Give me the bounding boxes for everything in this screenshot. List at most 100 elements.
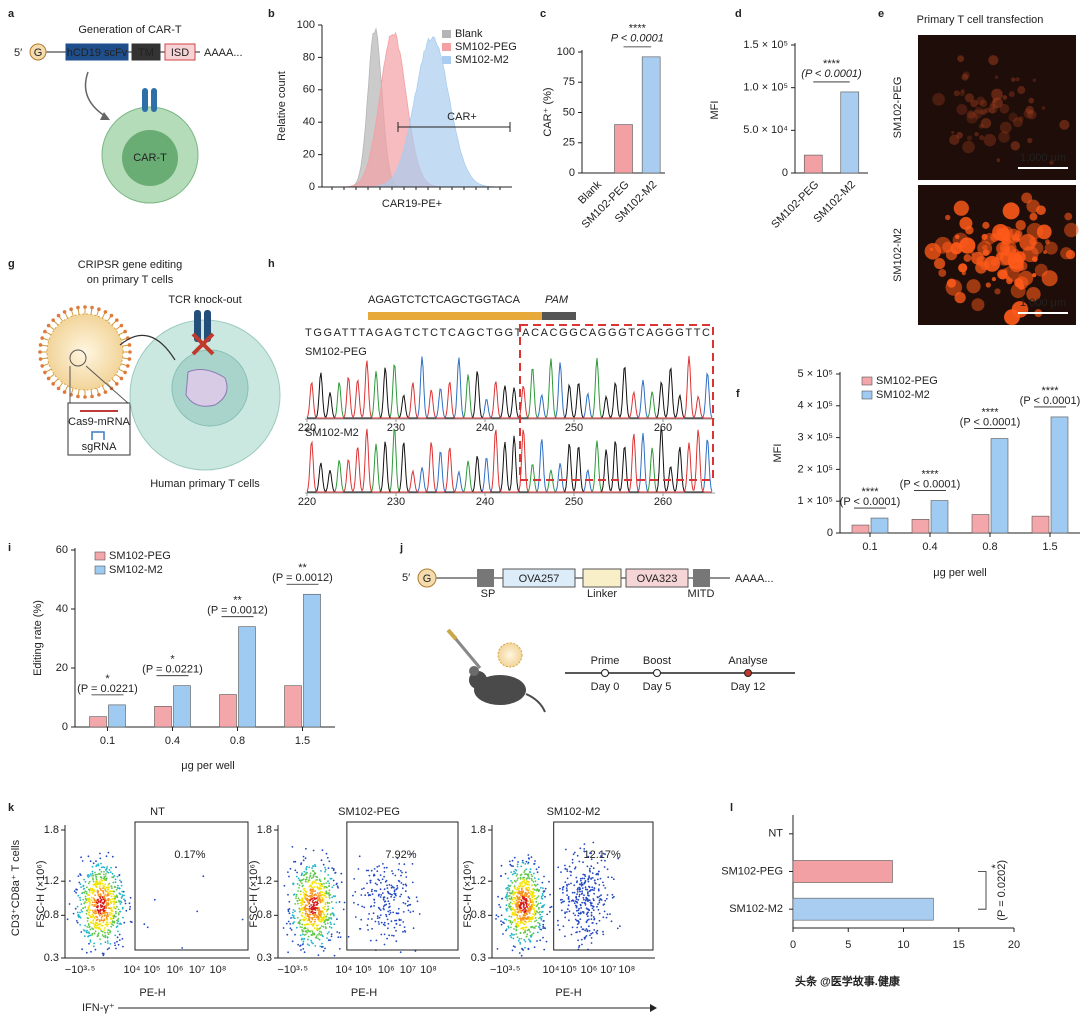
event-dot — [85, 951, 88, 954]
event-dot — [495, 914, 498, 917]
event-dot — [367, 891, 369, 894]
x-tick-label: SM102-PEG — [769, 179, 821, 231]
event-dot — [80, 931, 83, 933]
event-dot — [99, 896, 101, 898]
event-dot — [308, 877, 311, 879]
event-dot — [104, 889, 107, 891]
event-dot — [369, 881, 372, 884]
event-dot — [301, 929, 303, 931]
event-dot — [75, 920, 78, 922]
lipid-tail — [53, 320, 59, 326]
event-dot — [399, 924, 401, 926]
event-dot — [590, 937, 593, 939]
event-dot — [332, 879, 335, 882]
x-tick-label: 10⁸ — [618, 964, 635, 976]
event-dot — [89, 934, 92, 937]
event-dot — [367, 929, 369, 931]
event-dot — [390, 886, 393, 889]
event-dot — [527, 920, 530, 923]
event-dot — [596, 932, 598, 935]
event-dot — [389, 909, 391, 912]
event-dot — [386, 937, 388, 940]
event-dot — [518, 898, 520, 901]
event-dot — [388, 906, 390, 909]
event-dot — [565, 848, 567, 851]
event-dot — [527, 875, 530, 878]
event-dot — [604, 853, 606, 856]
event-dot — [408, 904, 410, 906]
event-dot — [114, 886, 117, 889]
event-dot — [96, 918, 99, 921]
event-dot — [591, 886, 594, 889]
event-dot — [593, 889, 595, 891]
event-dot — [299, 919, 302, 922]
event-dot — [315, 935, 318, 938]
event-dot — [100, 925, 103, 927]
event-dot — [543, 948, 546, 951]
event-dot — [306, 872, 309, 874]
event-dot — [531, 879, 533, 882]
event-dot — [76, 888, 78, 891]
event-dot — [102, 935, 105, 938]
event-dot — [87, 931, 90, 933]
event-dot — [105, 877, 108, 880]
event-dot — [568, 883, 570, 886]
event-dot — [524, 940, 527, 943]
event-dot — [526, 916, 529, 919]
lipid-head — [56, 313, 61, 318]
event-dot — [520, 892, 523, 894]
x-tick-label: 260 — [654, 422, 672, 434]
event-dot — [510, 892, 513, 895]
y-tick-label: SM102-PEG — [721, 865, 783, 877]
event-dot — [599, 898, 602, 900]
event-dot — [602, 933, 605, 936]
event-dot — [523, 869, 526, 872]
cell-spot — [973, 109, 983, 119]
event-dot — [291, 914, 294, 916]
event-dot — [106, 917, 108, 920]
lipid-tail — [42, 337, 50, 341]
event-dot — [525, 894, 527, 896]
event-dot — [582, 896, 585, 899]
event-dot — [368, 874, 371, 877]
event-dot — [352, 894, 354, 897]
significance: * — [105, 673, 110, 685]
event-dot — [310, 934, 313, 936]
plot-title: NT — [150, 806, 165, 818]
event-dot — [594, 882, 596, 884]
event-dot — [584, 929, 587, 932]
event-dot — [512, 908, 515, 911]
event-dot — [505, 908, 508, 911]
gene-element — [502, 568, 576, 588]
event-dot — [410, 853, 413, 856]
event-dot — [118, 901, 121, 903]
event-dot — [514, 902, 517, 905]
event-dot — [378, 865, 380, 867]
event-dot — [301, 919, 303, 921]
event-dot — [72, 912, 75, 915]
event-dot — [574, 918, 577, 921]
event-dot — [396, 857, 399, 860]
event-dot — [566, 911, 568, 913]
label: Day 12 — [731, 681, 766, 693]
axis-label: CAR⁺ (%) — [542, 87, 554, 136]
event-dot — [524, 873, 527, 875]
event-dot — [311, 910, 314, 913]
event-dot — [573, 884, 576, 887]
bar — [1050, 416, 1069, 534]
event-dot — [317, 937, 319, 940]
event-dot — [332, 884, 335, 887]
event-dot — [543, 875, 545, 878]
event-dot — [94, 922, 97, 925]
event-dot — [303, 951, 306, 954]
event-dot — [323, 887, 325, 890]
event-dot — [77, 915, 79, 917]
significance: **** — [823, 58, 841, 70]
event-dot — [611, 893, 614, 896]
event-dot — [313, 933, 316, 936]
event-dot — [542, 936, 544, 939]
event-dot — [411, 881, 414, 884]
cell-spot — [1010, 141, 1021, 151]
event-dot — [307, 929, 309, 931]
event-dot — [315, 924, 318, 927]
